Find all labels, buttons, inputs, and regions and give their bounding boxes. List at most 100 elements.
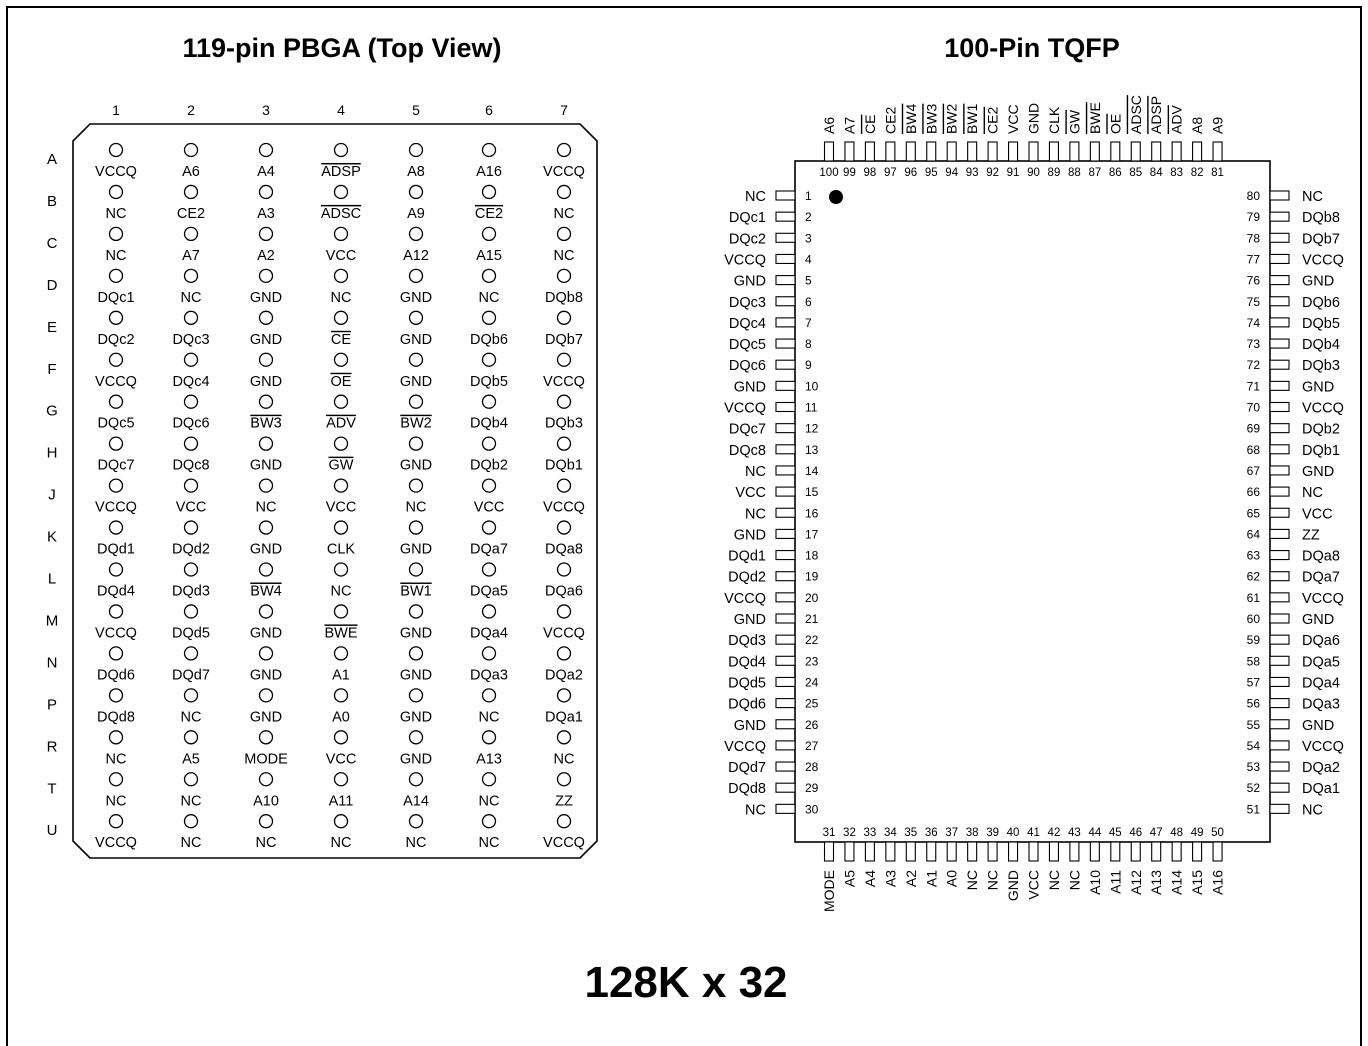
ball-pad bbox=[108, 520, 124, 535]
ball-pad bbox=[408, 688, 424, 703]
ball-pad bbox=[333, 730, 349, 745]
ball-pin-name: DQd7 bbox=[172, 667, 210, 683]
ball-pad bbox=[333, 562, 349, 577]
tqfp-pin-name: VCCQ bbox=[724, 591, 766, 607]
ball-pin-name: NC bbox=[554, 248, 575, 264]
tqfp-pin-name: DQc3 bbox=[729, 295, 766, 311]
tqfp-lead bbox=[1269, 613, 1290, 624]
tqfp-pin-number: 96 bbox=[904, 167, 917, 179]
tqfp-pin-name: GND bbox=[734, 379, 766, 395]
tqfp-lead bbox=[1110, 841, 1121, 862]
tqfp-pin-name: DQd2 bbox=[728, 570, 766, 586]
pbga-row-label: C bbox=[47, 235, 58, 252]
ball-pad bbox=[481, 688, 497, 703]
tqfp-pin-number: 11 bbox=[805, 401, 818, 415]
ball-pin-name: GND bbox=[250, 332, 282, 348]
tqfp-lead bbox=[844, 841, 855, 862]
ball-pin-name: DQc8 bbox=[172, 458, 209, 474]
ball-pin-name: GND bbox=[250, 374, 282, 390]
pbga-row-label: M bbox=[46, 612, 59, 629]
tqfp-pin-name: A4 bbox=[862, 870, 878, 887]
tqfp-pin-name: NC bbox=[745, 506, 766, 522]
tqfp-lead bbox=[1269, 423, 1290, 434]
tqfp-lead bbox=[1151, 141, 1162, 162]
tqfp-lead bbox=[1269, 380, 1290, 391]
ball-pin-name: NC bbox=[331, 835, 352, 851]
pbga-row-label: J bbox=[48, 487, 56, 504]
tqfp-lead bbox=[864, 141, 875, 162]
ball-pad bbox=[408, 352, 424, 367]
tqfp-pin-name: DQa2 bbox=[1302, 760, 1340, 776]
ball-pin-name: A15 bbox=[476, 248, 502, 264]
tqfp-pin-number: 95 bbox=[925, 167, 938, 179]
tqfp-pin-number: 75 bbox=[1247, 295, 1261, 309]
tqfp-lead bbox=[775, 317, 796, 328]
ball-pin-name: GND bbox=[250, 667, 282, 683]
ball-pin-name: VCCQ bbox=[543, 835, 585, 851]
ball-pin-name: DQd1 bbox=[97, 542, 135, 558]
tqfp-pin-number: 44 bbox=[1088, 827, 1101, 839]
ball-pin-name: GND bbox=[250, 625, 282, 641]
tqfp-pin-number: 63 bbox=[1247, 549, 1261, 563]
ball-pad bbox=[556, 814, 572, 829]
tqfp-lead bbox=[1269, 740, 1290, 751]
tqfp-pin-name: DQb8 bbox=[1302, 210, 1340, 226]
tqfp-pin-number: 29 bbox=[805, 781, 819, 795]
tqfp-lead bbox=[1269, 571, 1290, 582]
ball-pin-name: GND bbox=[400, 751, 432, 767]
ball-pin-name: BW4 bbox=[250, 584, 281, 600]
tqfp-pin-name: BW3 bbox=[923, 103, 939, 134]
tqfp-lead bbox=[905, 841, 916, 862]
ball-pin-name: NC bbox=[406, 835, 427, 851]
tqfp-lead bbox=[1192, 841, 1203, 862]
ball-pin-name: NC bbox=[406, 500, 427, 516]
ball-pad bbox=[333, 772, 349, 787]
tqfp-pin-number: 74 bbox=[1247, 316, 1261, 330]
ball-pad bbox=[258, 226, 274, 242]
ball-pin-name: DQa5 bbox=[470, 584, 508, 600]
tqfp-pin-name: GND bbox=[734, 274, 766, 290]
pbga-column-label: 3 bbox=[262, 102, 270, 118]
pbga-row-label: H bbox=[47, 445, 58, 462]
tqfp-pin-name: NC bbox=[745, 802, 766, 818]
tqfp-pin-number: 18 bbox=[805, 549, 819, 563]
tqfp-pin-name: DQa8 bbox=[1302, 549, 1340, 565]
tqfp-pin-number: 85 bbox=[1129, 167, 1142, 179]
tqfp-pin-name: ADSC bbox=[1128, 95, 1144, 134]
tqfp-pin-name: BW4 bbox=[903, 103, 919, 134]
tqfp-pin-number: 39 bbox=[986, 827, 999, 839]
tqfp-pin-name: VCCQ bbox=[1302, 401, 1344, 417]
ball-pin-name: VCCQ bbox=[543, 374, 585, 390]
ball-pad bbox=[556, 562, 572, 577]
ball-pad bbox=[108, 268, 124, 284]
ball-pin-name: DQc4 bbox=[172, 374, 209, 390]
tqfp-pin-number: 38 bbox=[966, 827, 979, 839]
tqfp-lead bbox=[1089, 141, 1100, 162]
ball-pad bbox=[333, 310, 349, 325]
tqfp-pin-name: MODE bbox=[821, 870, 837, 912]
ball-pad bbox=[183, 562, 199, 577]
tqfp-pin-number: 67 bbox=[1247, 464, 1261, 478]
tqfp-pin-number: 93 bbox=[966, 167, 979, 179]
ball-pin-name: VCC bbox=[474, 500, 505, 516]
tqfp-pin-name: A8 bbox=[1189, 117, 1205, 134]
ball-pin-name: DQa3 bbox=[470, 667, 508, 683]
tqfp-lead bbox=[775, 465, 796, 476]
ball-pin-name: NC bbox=[106, 793, 127, 809]
ball-pin-name: A3 bbox=[257, 206, 275, 222]
ball-pad bbox=[556, 646, 572, 661]
ball-pin-name: VCC bbox=[326, 500, 357, 516]
ball-pad bbox=[108, 310, 124, 325]
tqfp-pin-number: 88 bbox=[1068, 167, 1081, 179]
ball-pin-name: MODE bbox=[244, 751, 288, 767]
tqfp-pin-name: NC bbox=[985, 870, 1001, 890]
ball-pad bbox=[556, 184, 572, 200]
ball-pad bbox=[408, 310, 424, 325]
tqfp-lead bbox=[775, 761, 796, 772]
tqfp-pin-number: 58 bbox=[1247, 654, 1261, 668]
tqfp-pin-number: 69 bbox=[1247, 422, 1261, 436]
ball-pad bbox=[258, 184, 274, 200]
tqfp-pin-name: A14 bbox=[1169, 870, 1185, 895]
ball-pad bbox=[183, 184, 199, 200]
tqfp-pin-name: GW bbox=[1066, 109, 1082, 134]
